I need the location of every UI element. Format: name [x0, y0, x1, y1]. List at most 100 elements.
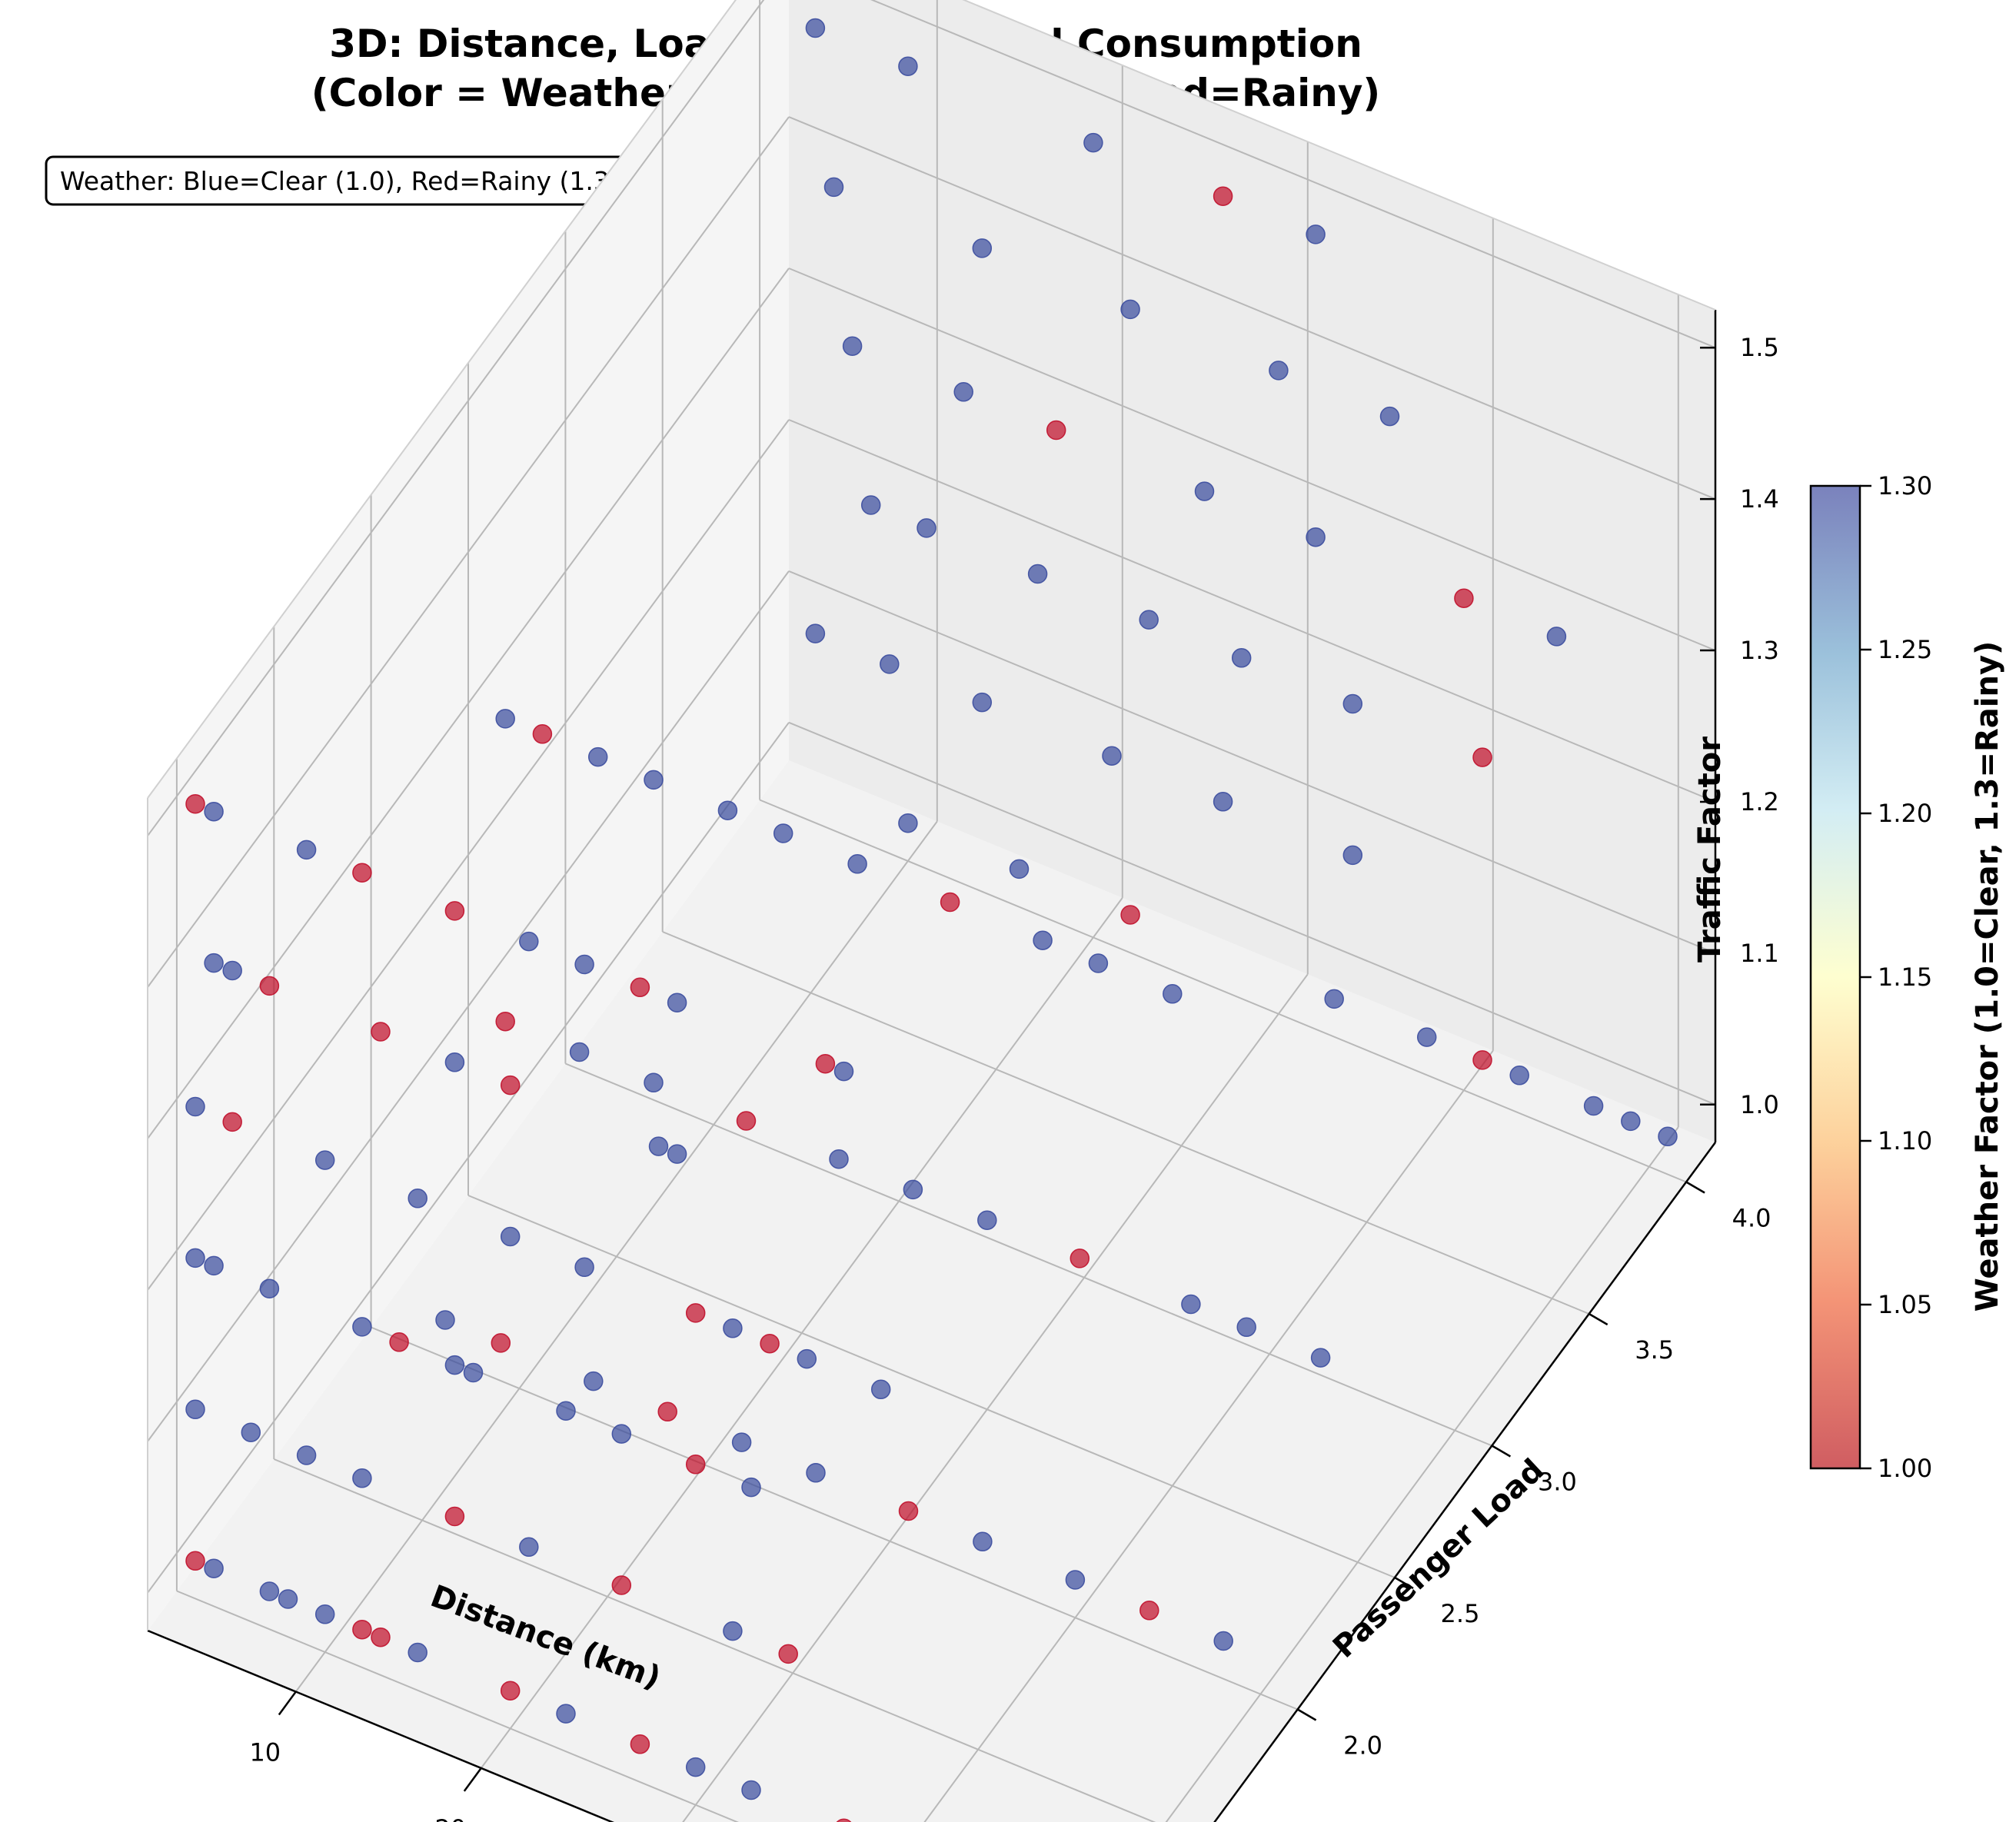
- scatter-point: [1310, 1348, 1331, 1368]
- scatter-point: [731, 1432, 752, 1452]
- scatter-point: [847, 854, 867, 874]
- x-tick-mark: [463, 1767, 482, 1792]
- scatter-point: [444, 1052, 465, 1072]
- colorbar-label: Weather Factor (1.0=Clear, 1.3=Rainy): [1970, 641, 2005, 1312]
- scatter-point: [667, 1144, 687, 1164]
- scatter-point: [1181, 1294, 1201, 1315]
- scatter-point: [1621, 1111, 1641, 1132]
- scatter-point: [1033, 930, 1053, 950]
- z-grid-back: [788, 570, 1716, 954]
- scatter-point: [352, 1468, 372, 1488]
- y-tick-label: 4.0: [1732, 1204, 1771, 1233]
- scatter-point: [973, 1531, 993, 1552]
- scatter-point: [1342, 845, 1363, 866]
- colorbar-tick-label: 1.25: [1878, 635, 1932, 664]
- scatter-point: [352, 1619, 372, 1640]
- scatter-point: [532, 724, 553, 744]
- scatter-point: [1083, 132, 1103, 153]
- scatter-point: [815, 1053, 836, 1074]
- scatter-point: [1088, 953, 1109, 973]
- z-grid-back: [788, 268, 1716, 651]
- scatter-point: [435, 1310, 455, 1330]
- y-grid-floor: [565, 1062, 1492, 1447]
- axes-panes: [148, 0, 1715, 1822]
- y-grid-floor: [371, 1326, 1298, 1711]
- scatter-point: [667, 992, 687, 1012]
- scatter-point: [898, 56, 918, 76]
- y-tick-label: 3.0: [1538, 1468, 1577, 1497]
- z-grid-left: [147, 268, 790, 1139]
- scatter-point: [1306, 224, 1326, 244]
- scatter-point: [1583, 1096, 1604, 1116]
- scatter-point: [898, 1501, 919, 1521]
- scatter-point: [611, 1424, 632, 1444]
- scatter-point: [556, 1401, 576, 1421]
- scatter-point: [185, 793, 205, 814]
- scatter-point: [185, 1248, 205, 1268]
- z-tick-label: 1.2: [1740, 787, 1779, 816]
- colorbar: 1.00 1.05 1.10 1.15 1.20 1.25 1.30 Weather Fac…: [1809, 471, 2005, 1483]
- scatter-point: [1379, 406, 1400, 427]
- scatter-point: [1139, 610, 1159, 630]
- y-grid-floor: [662, 931, 1590, 1315]
- scatter-point: [741, 1780, 761, 1800]
- scatter-point: [1009, 859, 1030, 879]
- scatter-point: [1102, 746, 1122, 766]
- z-grid-left: [147, 570, 790, 1442]
- z-tick-label: 1.3: [1740, 636, 1779, 665]
- y-tick-mark: [1394, 1576, 1414, 1590]
- scatter-point: [860, 495, 881, 515]
- scatter-point: [1120, 299, 1140, 320]
- scatter-point: [500, 1226, 521, 1247]
- scatter-point: [630, 1734, 650, 1754]
- scatter-point: [222, 960, 242, 981]
- scatter-point: [630, 977, 650, 998]
- scatter-point: [685, 1757, 706, 1777]
- scatter-point: [352, 863, 372, 883]
- scatter-point: [833, 1061, 854, 1082]
- z-grid-left: [147, 0, 765, 836]
- scatter-point: [500, 1075, 521, 1096]
- scatter-point: [584, 1371, 604, 1391]
- colorbar-tick-label: 1.30: [1878, 471, 1932, 500]
- scatter-point: [773, 823, 793, 843]
- scatter-point: [574, 1257, 594, 1278]
- y-tick-mark: [1296, 1708, 1317, 1721]
- scatter-points: [185, 18, 1678, 1822]
- scatter-point: [805, 623, 826, 643]
- scatter-point: [823, 177, 844, 198]
- scatter-point: [259, 1278, 280, 1298]
- scatter-point: [204, 801, 224, 822]
- x-tick-mark: [278, 1691, 297, 1716]
- scatter-point: [898, 813, 918, 833]
- scatter-point: [204, 1255, 224, 1276]
- scatter-point: [444, 1506, 465, 1527]
- scatter-point: [204, 953, 224, 973]
- y-tick-label: 2.5: [1441, 1599, 1480, 1628]
- scatter-point: [1213, 1631, 1233, 1651]
- z-grid-back: [870, 0, 1716, 349]
- scatter-point: [829, 1149, 849, 1169]
- scatter-point: [259, 1581, 280, 1601]
- scatter-point: [1454, 588, 1474, 608]
- z-tick-label: 1.5: [1740, 333, 1779, 362]
- scatter-point: [314, 1150, 335, 1170]
- z-grid-left: [147, 419, 790, 1291]
- z-grid-left: [147, 722, 790, 1594]
- y-grid-floor: [273, 1458, 1156, 1822]
- scatter-point: [491, 1333, 511, 1353]
- scatter-point: [314, 1604, 335, 1624]
- scatter-point: [1658, 1126, 1678, 1147]
- scatter-point: [278, 1589, 298, 1609]
- colorbar-ticks: 1.00 1.05 1.10 1.15 1.20 1.25 1.30: [1860, 471, 1932, 1483]
- scatter-point: [444, 1355, 465, 1375]
- z-grid-back: [788, 419, 1716, 803]
- scatter-point: [1236, 1317, 1256, 1338]
- scatter-point: [1324, 989, 1344, 1009]
- scatter-point: [408, 1189, 427, 1209]
- annotation-text: Weather: Blue=Clear (1.0), Red=Rainy (1.…: [60, 166, 620, 196]
- grid-lines: [147, 0, 1716, 1822]
- scatter-point: [296, 1445, 317, 1465]
- scatter-point: [723, 1318, 743, 1338]
